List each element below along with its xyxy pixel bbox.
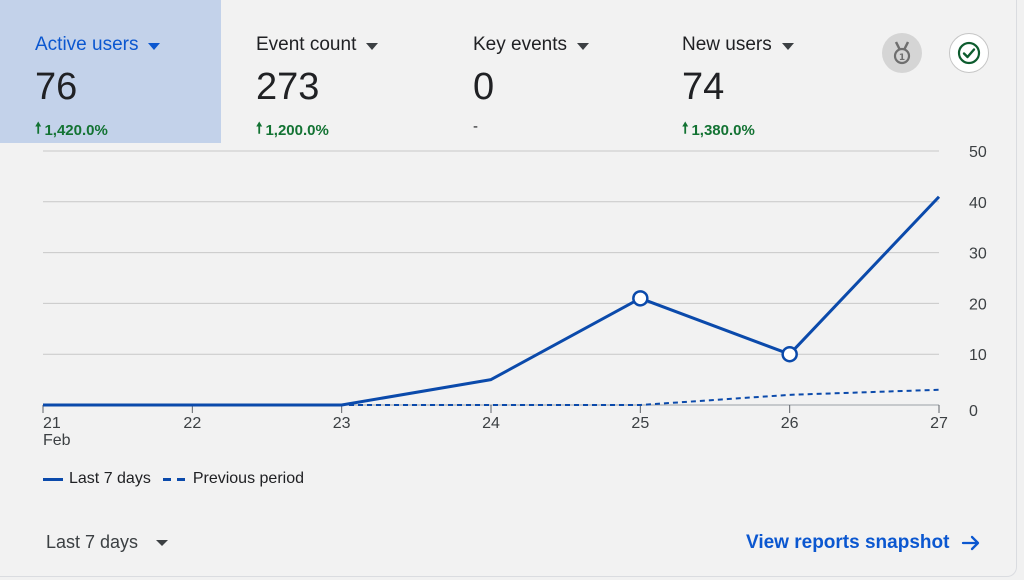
line-chart: 0 10 20 30 40 50 21 22 23 24 25 26 27 Feb — [42, 144, 987, 449]
check-circle-icon[interactable] — [949, 33, 989, 73]
x-tick-label: 23 — [333, 415, 351, 432]
x-tick-label: 22 — [183, 415, 201, 432]
series-line-last-7-days — [43, 195, 941, 407]
link-label: View reports snapshot — [746, 532, 950, 553]
y-tick-label: 50 — [969, 144, 987, 161]
chart-legend: Last 7 days Previous period — [43, 470, 304, 488]
metric-tab-new-users[interactable]: New users 74 🠕 1,380.0% — [651, 0, 861, 143]
metric-value: 273 — [256, 66, 320, 108]
metric-tab-key-events[interactable]: Key events 0 - — [441, 0, 651, 143]
caret-down-icon — [366, 42, 379, 50]
x-tick-label: 25 — [631, 415, 649, 432]
arrow-up-icon: 🠕 — [682, 120, 689, 137]
x-tick-label: 27 — [930, 415, 948, 432]
award-medal-icon[interactable]: 1 — [882, 33, 922, 73]
data-point-marker — [781, 345, 798, 363]
metric-change: 🠕 1,420.0% — [35, 118, 108, 143]
x-tick-label: 24 — [482, 415, 500, 432]
x-tick-label: 26 — [781, 415, 799, 432]
date-range-label: Last 7 days — [46, 532, 139, 552]
metric-value: 76 — [35, 66, 78, 108]
legend-item-previous-period: Previous period — [162, 470, 304, 488]
caret-down-icon — [781, 42, 794, 50]
metric-value: 0 — [473, 66, 495, 108]
caret-down-icon — [577, 42, 589, 50]
svg-text:1: 1 — [899, 53, 905, 63]
date-range-dropdown[interactable]: Last 7 days — [46, 532, 169, 553]
metric-label: Key events — [473, 34, 589, 56]
caret-down-icon — [156, 539, 169, 546]
metric-label: Event count — [256, 34, 379, 56]
y-tick-label: 40 — [969, 195, 987, 212]
y-tick-label: 10 — [969, 347, 987, 364]
arrow-right-icon — [962, 535, 980, 551]
view-reports-snapshot-link[interactable]: View reports snapshot — [746, 532, 981, 554]
y-tick-label: 20 — [969, 296, 987, 313]
legend-solid-line-icon — [43, 477, 63, 481]
metric-change: - — [473, 118, 478, 135]
metric-label: New users — [682, 34, 794, 56]
metric-value: 74 — [682, 66, 725, 108]
legend-item-last-7-days: Last 7 days — [43, 470, 151, 488]
metric-label: Active users — [35, 34, 161, 56]
x-tick-label: 21 — [43, 415, 61, 432]
legend-label: Last 7 days — [69, 470, 151, 487]
x-tick-sublabel: Feb — [43, 432, 71, 449]
metric-tab-active-users[interactable]: Active users 76 🠕 1,420.0% — [0, 0, 221, 143]
data-point-marker — [632, 290, 649, 307]
series-line-previous-period — [43, 388, 940, 406]
y-tick-label: 0 — [969, 403, 978, 420]
metric-change: 🠕 1,200.0% — [256, 118, 329, 143]
metric-change: 🠕 1,380.0% — [682, 118, 755, 143]
arrow-up-icon: 🠕 — [35, 120, 42, 137]
y-tick-label: 30 — [969, 246, 987, 263]
arrow-up-icon: 🠕 — [256, 120, 263, 137]
metric-tab-event-count[interactable]: Event count 273 🠕 1,200.0% — [221, 0, 441, 143]
legend-dashed-line-icon — [162, 477, 187, 481]
caret-down-icon — [148, 42, 161, 50]
legend-label: Previous period — [192, 470, 304, 487]
